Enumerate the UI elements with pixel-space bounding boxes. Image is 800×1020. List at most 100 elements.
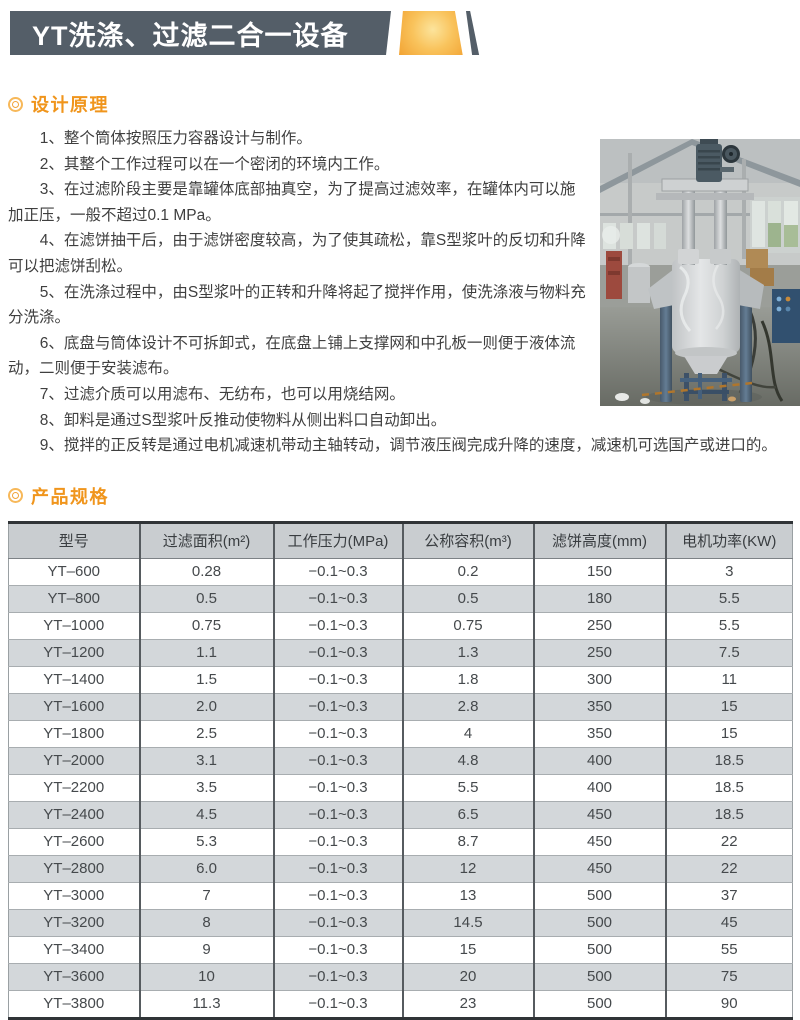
table-cell: 15 bbox=[401, 935, 534, 964]
design-principle-item: 3、在过滤阶段主要是靠罐体底部抽真空，为了提高过滤效率，在罐体内可以施加正压，一… bbox=[8, 181, 576, 224]
table-cell: 3 bbox=[664, 558, 793, 586]
table-row: YT–3800 11.3 −0.1~0.3 23 500 90 bbox=[8, 989, 793, 1019]
table-cell: 6.0 bbox=[138, 854, 274, 883]
table-cell: 4.5 bbox=[138, 800, 274, 829]
table-cell: YT–1400 bbox=[8, 665, 140, 694]
design-principle-item: 7、过滤介质可以用滤布、无纺布，也可以用烧结网。 bbox=[39, 385, 405, 403]
table-cell: YT–1000 bbox=[8, 611, 140, 640]
table-row: YT–1800 2.5 −0.1~0.3 4 350 15 bbox=[8, 719, 793, 748]
table-cell: 0.28 bbox=[138, 558, 274, 586]
table-cell: 5.5 bbox=[664, 611, 793, 640]
table-cell: −0.1~0.3 bbox=[272, 584, 403, 613]
table-cell: 250 bbox=[532, 638, 666, 667]
table-cell: 90 bbox=[664, 989, 793, 1019]
table-row: YT–3600 10 −0.1~0.3 20 500 75 bbox=[8, 962, 793, 991]
table-cell: 500 bbox=[532, 935, 666, 964]
table-cell: −0.1~0.3 bbox=[272, 962, 403, 991]
design-principle-item: 9、搅拌的正反转是通过电机减速机带动主轴转动，调节液压阀完成升降的速度，减速机可… bbox=[39, 437, 777, 455]
table-cell: YT–3800 bbox=[8, 989, 140, 1019]
table-cell: 5.5 bbox=[664, 584, 793, 613]
table-row: YT–600 0.28 −0.1~0.3 0.2 150 3 bbox=[9, 558, 793, 586]
table-cell: 7.5 bbox=[664, 638, 793, 667]
table-cell: YT–2400 bbox=[8, 800, 140, 829]
design-principle-item: 1、整个筒体按照压力容器设计与制作。 bbox=[39, 130, 312, 147]
table-cell: YT–1800 bbox=[8, 719, 140, 748]
table-cell: 1.5 bbox=[138, 665, 274, 694]
table-cell: −0.1~0.3 bbox=[272, 773, 403, 802]
specs-table-body: YT–600 0.28 −0.1~0.3 0.2 150 3 YT–800 0.5 −0.1~0… bbox=[8, 558, 793, 1019]
table-cell: 18.5 bbox=[664, 773, 793, 802]
table-cell: YT–2800 bbox=[8, 854, 140, 883]
table-row: YT–2800 6.0 −0.1~0.3 12 450 22 bbox=[8, 854, 793, 883]
section-title: 设计原理 bbox=[31, 95, 109, 115]
design-principle-item: 6、底盘与筒体设计不可拆卸式，在底盘上铺上支撑网和中孔板一则便于液体流动，二则便… bbox=[8, 334, 576, 378]
table-cell: 1.3 bbox=[401, 638, 534, 667]
design-principle-item: 5、在洗涤过程中，由S型浆叶的正转和升降将起了搅拌作用，使洗涤液与物料充分洗涤。 bbox=[8, 283, 586, 327]
column-header: 公称容积(m³) bbox=[401, 522, 534, 559]
table-row: YT–3000 7 −0.1~0.3 13 500 37 bbox=[8, 881, 793, 910]
table-cell: −0.1~0.3 bbox=[272, 854, 403, 883]
table-cell: 4.8 bbox=[401, 746, 534, 775]
table-cell: −0.1~0.3 bbox=[272, 881, 403, 910]
table-cell: YT–1200 bbox=[8, 638, 140, 667]
column-header: 滤饼高度(mm) bbox=[532, 522, 666, 559]
table-cell: 15 bbox=[664, 692, 793, 721]
table-cell: −0.1~0.3 bbox=[272, 611, 403, 640]
table-cell: −0.1~0.3 bbox=[272, 638, 403, 667]
table-cell: 2.5 bbox=[138, 719, 274, 748]
table-cell: 12 bbox=[401, 854, 534, 883]
table-cell: −0.1~0.3 bbox=[272, 558, 403, 586]
table-cell: 37 bbox=[664, 881, 793, 910]
table-row: YT–2400 4.5 −0.1~0.3 6.5 450 18.5 bbox=[8, 800, 793, 829]
table-cell: YT–3400 bbox=[8, 935, 140, 964]
table-cell: 3.1 bbox=[138, 746, 274, 775]
table-cell: 75 bbox=[664, 962, 793, 991]
table-cell: 9 bbox=[138, 935, 274, 964]
page-title: YT洗涤、过滤二合一设备 bbox=[32, 20, 349, 51]
table-cell: 450 bbox=[532, 827, 666, 856]
table-cell: 23 bbox=[401, 989, 534, 1019]
specs-table: 型号 过滤面积(m²) 工作压力(MPa) 公称容积(m³) 滤饼高度(mm) 电机功率(… bbox=[8, 520, 793, 1020]
table-cell: 2.8 bbox=[401, 692, 534, 721]
table-cell: −0.1~0.3 bbox=[272, 800, 403, 829]
table-cell: 11.3 bbox=[138, 989, 274, 1019]
table-cell: 0.5 bbox=[401, 584, 534, 613]
double-ring-bullet-icon bbox=[8, 96, 23, 112]
table-cell: 10 bbox=[138, 962, 274, 991]
column-header: 电机功率(KW) bbox=[664, 522, 793, 559]
table-cell: 15 bbox=[664, 719, 793, 748]
table-cell: 150 bbox=[532, 558, 666, 586]
table-cell: 300 bbox=[532, 665, 666, 694]
table-cell: 350 bbox=[532, 692, 666, 721]
table-row: YT–3200 8 −0.1~0.3 14.5 500 45 bbox=[8, 908, 793, 937]
table-cell: YT–800 bbox=[8, 584, 140, 613]
column-header: 工作压力(MPa) bbox=[272, 522, 403, 559]
table-cell: 350 bbox=[532, 719, 666, 748]
table-cell: −0.1~0.3 bbox=[272, 719, 403, 748]
table-cell: 11 bbox=[664, 665, 793, 694]
table-cell: 0.75 bbox=[138, 611, 274, 640]
table-cell: 0.75 bbox=[401, 611, 534, 640]
table-cell: YT–3200 bbox=[8, 908, 140, 937]
table-row: YT–1400 1.5 −0.1~0.3 1.8 300 11 bbox=[8, 665, 793, 694]
table-cell: 400 bbox=[532, 746, 666, 775]
table-cell: YT–2000 bbox=[8, 746, 140, 775]
design-principle-item: 8、卸料是通过S型浆叶反推动使物料从侧出料口自动卸出。 bbox=[39, 411, 447, 429]
table-cell: 3.5 bbox=[138, 773, 274, 802]
table-cell: 7 bbox=[138, 881, 274, 910]
table-cell: 18.5 bbox=[664, 800, 793, 829]
table-cell: −0.1~0.3 bbox=[272, 935, 403, 964]
table-cell: 5.5 bbox=[401, 773, 534, 802]
page-header: YT洗涤、过滤二合一设备 bbox=[0, 0, 800, 55]
table-cell: 500 bbox=[532, 989, 666, 1019]
table-row: YT–2600 5.3 −0.1~0.3 8.7 450 22 bbox=[8, 827, 793, 856]
column-header: 型号 bbox=[8, 522, 140, 559]
design-principle-item: 2、其整个工作过程可以在一个密闭的环境内工作。 bbox=[39, 155, 390, 173]
table-cell: 0.5 bbox=[138, 584, 274, 613]
table-cell: −0.1~0.3 bbox=[272, 692, 403, 721]
table-row: YT–1200 1.1 −0.1~0.3 1.3 250 7.5 bbox=[8, 638, 793, 667]
table-cell: 1.8 bbox=[401, 665, 534, 694]
table-cell: 22 bbox=[664, 827, 793, 856]
design-principles-body: 1、整个筒体按照压力容器设计与制作。 2、其整个工作过程可以在一个密闭的环境内工作… bbox=[8, 126, 800, 459]
